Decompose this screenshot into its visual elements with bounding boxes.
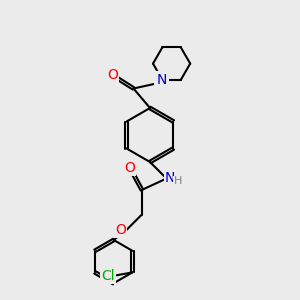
Text: O: O xyxy=(107,68,118,82)
Text: N: N xyxy=(165,171,175,185)
Text: O: O xyxy=(124,161,135,175)
Text: N: N xyxy=(155,73,166,86)
Text: Cl: Cl xyxy=(102,269,115,283)
Text: N: N xyxy=(157,73,167,87)
Text: O: O xyxy=(116,223,126,237)
Text: H: H xyxy=(174,176,183,187)
